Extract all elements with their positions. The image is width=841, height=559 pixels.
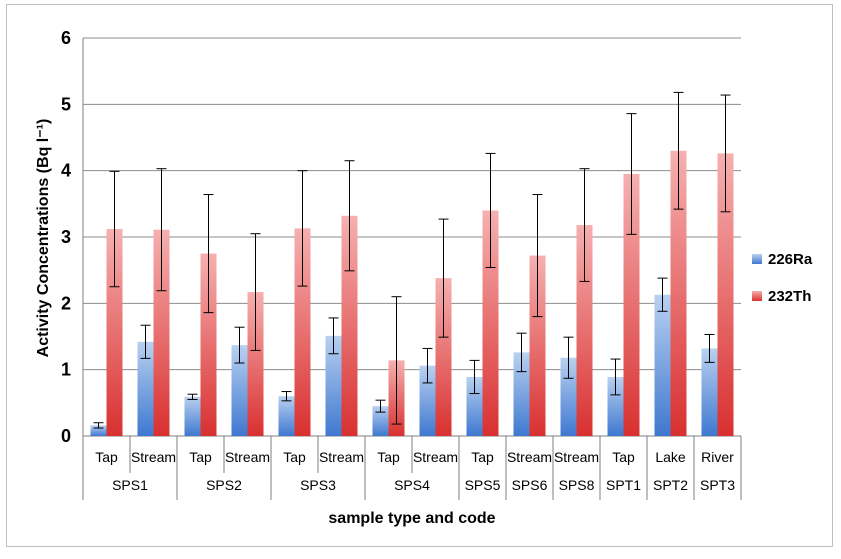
bar-th: [200, 253, 217, 436]
x-group-label: SPS4: [394, 477, 430, 493]
x-group-label: SPS6: [512, 477, 548, 493]
bar-ra: [701, 348, 718, 436]
x-group-label: SPT1: [606, 477, 641, 493]
error-bars: [93, 91, 731, 429]
bar-ra: [466, 376, 483, 436]
x-group-label: SPS8: [559, 477, 595, 493]
x-category-label: Tap: [612, 449, 635, 465]
bar-th: [106, 229, 123, 436]
y-axis-title: Activity Concentrations (Bq l⁻¹): [35, 119, 52, 358]
legend-label-th: 232Th: [768, 288, 811, 305]
x-category-label: Stream: [554, 449, 599, 465]
x-category-label: Stream: [319, 449, 364, 465]
x-category-label: Tap: [471, 449, 494, 465]
legend: 226Ra 232Th: [752, 251, 813, 305]
x-group-label: SPS2: [206, 477, 242, 493]
x-category-label: Tap: [283, 449, 306, 465]
y-tick-label: 1: [61, 360, 71, 380]
axis-labels: 0 1 2 3 4 5 6 Tap Stream Tap Stream Tap Stream Tap Str…: [61, 28, 735, 493]
y-tick-label: 3: [61, 227, 71, 247]
bar-th: [435, 278, 452, 436]
legend-swatch-th: [752, 291, 762, 301]
x-category-label: Stream: [507, 449, 552, 465]
x-group-label: SPS3: [300, 477, 336, 493]
y-tick-label: 4: [61, 161, 71, 181]
bar-th: [482, 210, 499, 436]
bar-th: [153, 229, 170, 436]
bar-ra: [372, 406, 389, 436]
x-category-label: Stream: [131, 449, 176, 465]
x-category-label: Lake: [655, 449, 686, 465]
bar-th: [623, 173, 640, 436]
bar-ra: [137, 341, 154, 436]
x-category-label: Stream: [225, 449, 270, 465]
bar-ra: [513, 352, 530, 436]
x-group-label: SPT2: [653, 477, 688, 493]
bar-ra: [184, 396, 201, 436]
bar-ra: [231, 345, 248, 436]
bar-ra: [325, 335, 342, 436]
y-tick-label: 2: [61, 293, 71, 313]
x-category-label: Tap: [377, 449, 400, 465]
legend-label-ra: 226Ra: [768, 251, 813, 268]
bar-th: [717, 153, 734, 437]
bar-ra: [90, 425, 107, 436]
y-tick-label: 0: [61, 426, 71, 446]
bar-ra: [607, 376, 624, 436]
x-group-label: SPS1: [112, 477, 148, 493]
x-category-label: Stream: [413, 449, 458, 465]
x-category-label: Tap: [95, 449, 118, 465]
x-category-label: River: [701, 449, 734, 465]
x-group-label: SPS5: [465, 477, 501, 493]
bar-th: [670, 150, 687, 436]
bar-ra: [654, 294, 671, 436]
bar-th: [529, 255, 546, 436]
x-group-label: SPT3: [700, 477, 735, 493]
bar-ra: [278, 396, 295, 436]
x-category-label: Tap: [189, 449, 212, 465]
chart-border: [6, 4, 833, 547]
bar-th: [294, 228, 311, 436]
x-axis-title: sample type and code: [328, 510, 495, 527]
y-tick-label: 5: [61, 94, 71, 114]
legend-swatch-ra: [752, 254, 762, 264]
y-tick-label: 6: [61, 28, 71, 48]
bar-th: [247, 292, 264, 436]
bar-th: [576, 225, 593, 436]
bar-ra: [560, 357, 577, 436]
